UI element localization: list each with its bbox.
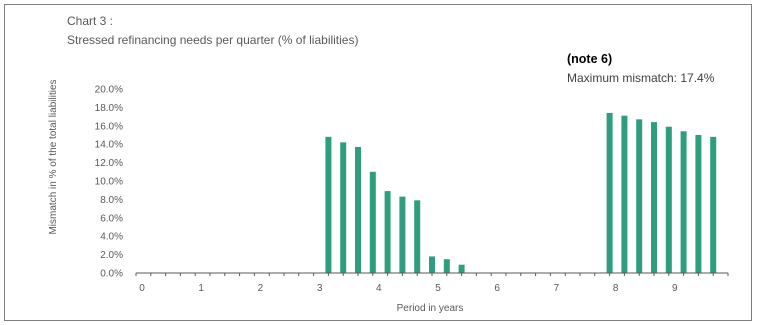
y-tick-label: 2.0% bbox=[100, 250, 123, 261]
x-tick-label: 8 bbox=[613, 283, 619, 294]
bar bbox=[606, 112, 613, 273]
x-tick-label: 1 bbox=[198, 283, 204, 294]
bar bbox=[695, 135, 702, 273]
bar bbox=[429, 256, 435, 273]
bar bbox=[340, 142, 347, 273]
bar bbox=[384, 191, 391, 273]
x-axis-title: Period in years bbox=[397, 303, 464, 314]
y-tick-label: 6.0% bbox=[100, 213, 123, 224]
bar bbox=[680, 131, 687, 273]
y-tick-label: 18.0% bbox=[95, 103, 123, 114]
y-tick-label: 14.0% bbox=[95, 140, 123, 151]
y-tick-label: 12.0% bbox=[95, 158, 123, 169]
y-tick-label: 4.0% bbox=[100, 232, 123, 243]
x-axis-ticks: 0 1 2 3 4 5 6 7 8 9 bbox=[135, 273, 729, 294]
y-tick-label: 8.0% bbox=[100, 195, 123, 206]
bar bbox=[443, 259, 450, 273]
bar bbox=[651, 122, 657, 274]
x-tick-label: 5 bbox=[435, 283, 441, 294]
bar bbox=[458, 264, 465, 273]
x-tick-label: 7 bbox=[554, 283, 560, 294]
bar bbox=[414, 200, 421, 273]
x-tick-label: 4 bbox=[376, 283, 382, 294]
bar bbox=[621, 115, 628, 274]
y-axis-ticks: 0.0% 2.0% 4.0% 6.0% 8.0% 10.0% 12.0% 14.0% 16.0%… bbox=[95, 85, 123, 280]
y-axis-title: Mismatch in % of the total liabilities bbox=[48, 79, 59, 234]
y-tick-label: 0.0% bbox=[100, 269, 123, 280]
x-tick-label: 0 bbox=[139, 283, 145, 294]
x-tick-label: 9 bbox=[672, 283, 678, 294]
note-label: (note 6) bbox=[567, 52, 613, 66]
x-tick-label: 3 bbox=[317, 283, 323, 294]
bar bbox=[325, 136, 332, 273]
bar bbox=[399, 196, 406, 273]
y-tick-label: 16.0% bbox=[95, 121, 123, 132]
bar bbox=[665, 126, 672, 273]
bar bbox=[369, 171, 376, 273]
bar bbox=[710, 136, 717, 273]
y-tick-label: 10.0% bbox=[95, 177, 123, 188]
chart-title-line-2: Stressed refinancing needs per quarter (… bbox=[67, 33, 359, 47]
max-mismatch-annotation: Maximum mismatch: 17.4% bbox=[567, 71, 715, 85]
x-tick-label: 6 bbox=[494, 283, 500, 294]
bars-group bbox=[325, 112, 717, 274]
x-tick-label: 2 bbox=[258, 283, 264, 294]
y-tick-label: 20.0% bbox=[95, 85, 123, 96]
chart-title-line-1: Chart 3 : bbox=[67, 14, 114, 28]
bar bbox=[355, 146, 361, 273]
bar bbox=[636, 119, 643, 273]
